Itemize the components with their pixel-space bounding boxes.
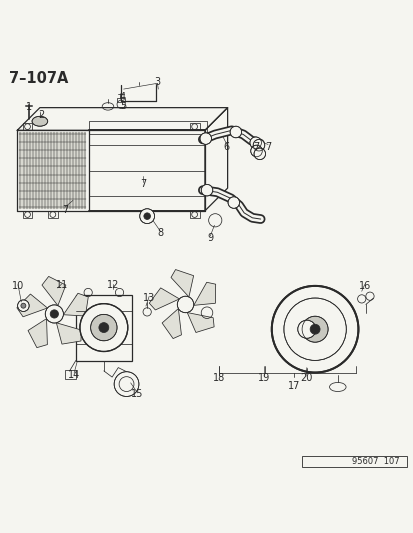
Text: 1: 1	[26, 102, 32, 112]
Text: 17: 17	[287, 381, 299, 391]
Circle shape	[254, 148, 265, 160]
Text: 7–107A: 7–107A	[9, 70, 68, 85]
Polygon shape	[149, 288, 179, 310]
Circle shape	[99, 322, 109, 333]
Circle shape	[301, 316, 328, 342]
Text: 8: 8	[157, 229, 164, 238]
Circle shape	[177, 296, 193, 313]
Circle shape	[45, 305, 63, 323]
Polygon shape	[187, 312, 214, 333]
Circle shape	[249, 137, 261, 149]
Bar	[22, 211, 32, 218]
Text: 19: 19	[257, 373, 269, 383]
Text: 18: 18	[213, 373, 225, 383]
Text: 20: 20	[299, 373, 311, 383]
Bar	[189, 123, 199, 131]
Bar	[19, 132, 86, 209]
Circle shape	[140, 209, 154, 223]
Circle shape	[50, 310, 58, 318]
Circle shape	[18, 300, 29, 311]
Polygon shape	[17, 294, 47, 317]
Polygon shape	[28, 319, 47, 348]
Text: 4: 4	[119, 92, 126, 102]
Text: 3: 3	[154, 77, 160, 87]
Text: 95607  107: 95607 107	[351, 457, 399, 466]
Text: 7: 7	[264, 142, 271, 152]
Bar	[48, 211, 58, 218]
Circle shape	[80, 304, 128, 351]
Polygon shape	[171, 270, 193, 297]
Circle shape	[201, 184, 212, 196]
Ellipse shape	[32, 116, 47, 126]
Circle shape	[230, 126, 241, 138]
Text: 6: 6	[223, 142, 229, 152]
Polygon shape	[56, 323, 81, 344]
Polygon shape	[193, 282, 215, 305]
Circle shape	[271, 286, 358, 373]
Circle shape	[297, 320, 315, 338]
Circle shape	[253, 140, 264, 151]
Text: 15: 15	[131, 389, 143, 399]
Text: 12: 12	[107, 280, 119, 290]
Bar	[189, 211, 199, 218]
Circle shape	[283, 298, 345, 360]
Circle shape	[114, 372, 139, 397]
Circle shape	[250, 145, 262, 157]
Text: 13: 13	[143, 293, 155, 303]
Polygon shape	[63, 293, 88, 316]
Text: 9: 9	[207, 232, 213, 243]
Bar	[301, 456, 406, 466]
Bar	[22, 123, 32, 131]
Bar	[117, 98, 125, 102]
Text: 2: 2	[38, 110, 44, 120]
Text: 7: 7	[140, 179, 146, 189]
Circle shape	[199, 133, 211, 144]
Polygon shape	[42, 277, 66, 305]
Text: 5: 5	[119, 101, 126, 110]
Bar	[76, 295, 132, 361]
Circle shape	[144, 213, 150, 220]
Text: 7: 7	[62, 205, 68, 215]
Polygon shape	[162, 309, 181, 338]
Circle shape	[228, 197, 239, 208]
Text: 7: 7	[253, 142, 259, 152]
Text: 14: 14	[68, 369, 80, 379]
Circle shape	[90, 314, 117, 341]
Text: 11: 11	[55, 280, 68, 290]
Circle shape	[21, 303, 26, 308]
Text: 10: 10	[12, 281, 24, 292]
Circle shape	[309, 324, 319, 334]
Bar	[65, 370, 76, 379]
Text: 16: 16	[358, 281, 370, 292]
